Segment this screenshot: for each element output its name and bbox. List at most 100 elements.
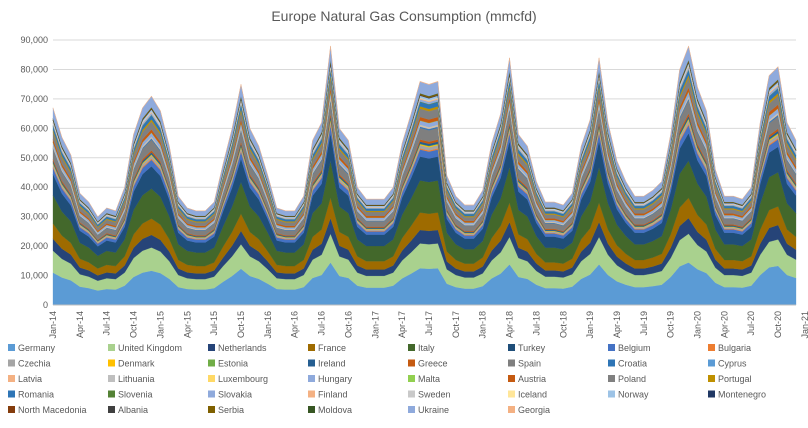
x-tick-label: Oct-19	[666, 311, 676, 338]
legend-label: Turkey	[518, 343, 546, 353]
y-tick-label: 40,000	[20, 182, 48, 192]
x-tick-label: Jul-19	[639, 311, 649, 336]
x-tick-label: Jul-14	[102, 311, 112, 336]
y-tick-label: 0	[43, 300, 48, 310]
legend-swatch	[608, 359, 615, 367]
legend-label: Hungary	[318, 374, 353, 384]
x-tick-label: Apr-15	[182, 311, 192, 338]
x-tick-label: Jul-20	[746, 311, 756, 336]
x-tick-label: Jan-15	[155, 311, 165, 339]
legend-swatch	[8, 359, 15, 367]
legend-label: Belgium	[618, 343, 651, 353]
plot-area	[52, 45, 797, 306]
legend-swatch	[608, 375, 615, 382]
x-tick-label: Oct-14	[129, 311, 139, 338]
legend-swatch	[408, 375, 415, 382]
legend-label: Netherlands	[218, 343, 267, 353]
legend-label: Italy	[418, 343, 435, 353]
legend-label: Moldova	[318, 405, 352, 415]
legend-label: Sweden	[418, 390, 451, 400]
legend-swatch	[108, 344, 115, 351]
legend: Germany United Kingdom Netherlands France It…	[8, 343, 766, 415]
legend-swatch	[708, 375, 715, 382]
chart-title: Europe Natural Gas Consumption (mmcfd)	[271, 8, 536, 24]
legend-label: Estonia	[218, 359, 248, 369]
legend-label: North Macedonia	[18, 405, 87, 415]
legend-swatch	[708, 344, 715, 351]
legend-swatch	[708, 359, 715, 367]
legend-label: Latvia	[18, 374, 42, 384]
legend-swatch	[508, 390, 515, 398]
legend-swatch	[608, 390, 615, 398]
y-tick-label: 30,000	[20, 212, 48, 222]
legend-swatch	[608, 344, 615, 351]
legend-swatch	[508, 344, 515, 351]
legend-swatch	[508, 375, 515, 382]
legend-swatch	[308, 390, 315, 398]
y-tick-label: 70,000	[20, 94, 48, 104]
x-tick-label: Jan-20	[693, 311, 703, 339]
x-tick-label: Jul-15	[209, 311, 219, 336]
legend-label: Lithuania	[118, 374, 155, 384]
legend-label: Ireland	[318, 359, 346, 369]
x-tick-label: Jan-17	[370, 311, 380, 339]
legend-label: Montenegro	[718, 390, 766, 400]
x-tick-label: Apr-20	[719, 311, 729, 338]
legend-swatch	[308, 406, 315, 413]
legend-swatch	[208, 390, 215, 398]
legend-label: Serbia	[218, 405, 244, 415]
legend-label: Romania	[18, 390, 54, 400]
legend-label: Poland	[618, 374, 646, 384]
x-tick-label: Jan-16	[263, 311, 273, 339]
x-tick-label: Jul-17	[424, 311, 434, 336]
x-axis: Jan-14 Apr-14 Jul-14 Oct-14 Jan-15 Apr-15 Jul-…	[48, 304, 808, 339]
area-georgia	[52, 45, 797, 218]
x-tick-label: Jan-21	[800, 311, 808, 339]
legend-swatch	[308, 375, 315, 382]
legend-swatch	[208, 344, 215, 351]
legend-label: Luxembourg	[218, 374, 268, 384]
x-tick-label: Apr-19	[612, 311, 622, 338]
y-tick-label: 80,000	[20, 64, 48, 74]
legend-swatch	[8, 406, 15, 413]
legend-label: Norway	[618, 390, 649, 400]
legend-swatch	[508, 359, 515, 367]
legend-swatch	[708, 390, 715, 398]
legend-swatch	[208, 406, 215, 413]
legend-swatch	[8, 344, 15, 351]
x-tick-label: Apr-14	[75, 311, 85, 338]
legend-swatch	[108, 375, 115, 382]
legend-label: Bulgaria	[718, 343, 751, 353]
y-tick-label: 90,000	[20, 35, 48, 45]
legend-label: Slovakia	[218, 390, 252, 400]
legend-label: Denmark	[118, 359, 155, 369]
x-tick-label: Jan-14	[48, 311, 58, 339]
x-tick-label: Jan-19	[585, 311, 595, 339]
legend-label: Greece	[418, 359, 448, 369]
legend-swatch	[508, 406, 515, 413]
legend-swatch	[108, 359, 115, 367]
y-axis: 0 10,000 20,000 30,000 40,000 50,000 60,000 70,…	[20, 35, 48, 310]
legend-swatch	[108, 390, 115, 398]
x-tick-label: Oct-18	[558, 311, 568, 338]
legend-label: Ukraine	[418, 405, 449, 415]
legend-label: Austria	[518, 374, 546, 384]
legend-swatch	[208, 375, 215, 382]
legend-swatch	[408, 406, 415, 413]
x-tick-label: Jan-18	[478, 311, 488, 339]
x-tick-label: Apr-17	[397, 311, 407, 338]
legend-label: United Kingdom	[118, 343, 182, 353]
legend-label: Czechia	[18, 359, 51, 369]
x-tick-label: Oct-15	[236, 311, 246, 338]
legend-label: Finland	[318, 390, 348, 400]
legend-label: Croatia	[618, 359, 647, 369]
legend-swatch	[108, 406, 115, 413]
legend-swatch	[308, 344, 315, 351]
x-tick-label: Apr-16	[290, 311, 300, 338]
x-tick-label: Oct-17	[451, 311, 461, 338]
legend-label: Germany	[18, 343, 56, 353]
legend-label: Iceland	[518, 390, 547, 400]
x-tick-label: Jul-16	[317, 311, 327, 336]
legend-swatch	[308, 359, 315, 367]
